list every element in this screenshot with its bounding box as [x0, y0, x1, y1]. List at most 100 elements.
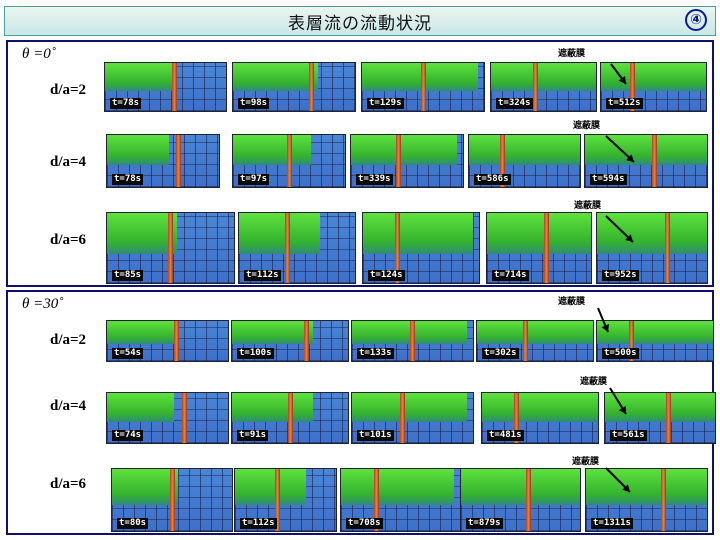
- barrier-membrane: [182, 393, 188, 443]
- dye-layer: [469, 135, 580, 166]
- barrier-membrane: [500, 135, 506, 187]
- time-label: t=78s: [110, 98, 142, 109]
- flow-photo: t=500s: [596, 320, 714, 362]
- slide-number: ④: [685, 9, 707, 31]
- time-label: t=586s: [474, 174, 511, 185]
- barrier-membrane: [287, 393, 293, 443]
- flow-photo: t=101s: [351, 392, 474, 444]
- dye-layer: [597, 213, 707, 254]
- time-label: t=512s: [606, 98, 643, 109]
- panel-theta-label: θ =30˚: [22, 296, 64, 312]
- dye-layer: [107, 393, 174, 422]
- flow-photo: t=879s: [460, 468, 581, 532]
- barrier-membrane: [173, 321, 179, 361]
- flow-photo: t=1311s: [585, 468, 708, 532]
- flow-photo: t=112s: [234, 468, 337, 532]
- flow-photo: t=561s: [604, 392, 716, 444]
- barrier-membrane: [514, 393, 520, 443]
- barrier-membrane: [661, 469, 667, 531]
- flow-photo: t=112s: [238, 212, 356, 284]
- panel-theta-30: θ =30˚ d/a=2 t=54s t=100s t=133s t=302s t=500…: [6, 290, 716, 535]
- time-label: t=112s: [244, 270, 281, 281]
- barrier-membrane: [526, 469, 532, 531]
- barrier-membrane: [176, 135, 182, 187]
- barrier-membrane: [275, 469, 281, 531]
- barrier-membrane: [400, 393, 406, 443]
- barrier-membrane: [171, 63, 177, 111]
- dye-layer: [601, 63, 706, 91]
- callout-arrow: [605, 215, 634, 243]
- dye-layer: [112, 469, 178, 505]
- dye-layer: [232, 321, 314, 345]
- barrier-membrane: [544, 213, 550, 283]
- dye-layer: [341, 469, 455, 505]
- barrier-membrane: [308, 63, 314, 111]
- dye-layer: [352, 321, 467, 345]
- dye-layer: [107, 135, 169, 166]
- barrier-callout: 遮蔽膜: [573, 121, 601, 131]
- row-label: d/a=6: [50, 232, 87, 248]
- dye-layer: [461, 469, 580, 505]
- flow-photo: t=74s: [106, 392, 229, 444]
- barrier-membrane: [395, 213, 401, 283]
- barrier-membrane: [169, 469, 175, 531]
- slide-title: 表層流の流動状況: [288, 13, 432, 34]
- barrier-membrane: [410, 321, 416, 361]
- barrier-membrane: [629, 321, 635, 361]
- row-label: d/a=4: [50, 154, 87, 170]
- time-label: t=714s: [492, 270, 529, 281]
- time-label: t=481s: [487, 430, 524, 441]
- flow-photo: t=78s: [106, 134, 220, 188]
- callout-arrow: [605, 467, 631, 493]
- barrier-callout: 遮蔽膜: [580, 377, 608, 387]
- flow-photo: t=129s: [361, 62, 485, 112]
- time-label: t=80s: [117, 518, 149, 529]
- barrier-membrane: [523, 321, 529, 361]
- dye-layer: [351, 135, 458, 166]
- flow-photo: t=85s: [106, 212, 235, 284]
- dye-layer: [363, 213, 474, 254]
- dye-layer: [235, 469, 306, 505]
- time-label: t=324s: [496, 98, 533, 109]
- flow-photo: t=78s: [104, 62, 227, 112]
- flow-photo: t=512s: [600, 62, 707, 112]
- time-label: t=500s: [602, 348, 639, 359]
- dye-layer: [477, 321, 593, 345]
- time-label: t=129s: [367, 98, 404, 109]
- barrier-membrane: [420, 63, 426, 111]
- flow-photo: t=54s: [106, 320, 229, 362]
- barrier-membrane: [533, 63, 538, 111]
- time-label: t=952s: [602, 270, 639, 281]
- barrier-membrane: [630, 63, 636, 111]
- barrier-membrane: [652, 135, 658, 187]
- flow-photo: t=302s: [476, 320, 594, 362]
- flow-photo: t=594s: [584, 134, 708, 188]
- dye-layer: [105, 63, 172, 91]
- barrier-membrane: [665, 393, 671, 443]
- dye-layer: [362, 63, 478, 91]
- row-label: d/a=2: [50, 82, 87, 98]
- flow-photo: t=91s: [231, 392, 349, 444]
- barrier-membrane: [395, 135, 401, 187]
- dye-layer: [586, 469, 707, 505]
- flow-photo: t=100s: [231, 320, 349, 362]
- time-label: t=302s: [482, 348, 519, 359]
- dye-layer: [352, 393, 467, 422]
- time-label: t=74s: [112, 430, 144, 441]
- callout-arrow: [610, 63, 627, 85]
- title-bar: 表層流の流動状況 ④: [4, 6, 716, 36]
- time-label: t=54s: [112, 348, 144, 359]
- time-label: t=101s: [357, 430, 394, 441]
- dye-layer: [107, 213, 177, 254]
- callout-arrow: [597, 307, 609, 333]
- dye-layer: [233, 63, 319, 91]
- barrier-membrane: [303, 321, 309, 361]
- flow-photo: t=124s: [362, 212, 480, 284]
- row-label: d/a=4: [50, 398, 87, 414]
- flow-photo: t=586s: [468, 134, 581, 188]
- dye-layer: [597, 321, 713, 345]
- barrier-callout: 遮蔽膜: [572, 457, 600, 467]
- time-label: t=594s: [590, 174, 627, 185]
- dye-layer: [482, 393, 598, 422]
- flow-photo: t=714s: [486, 212, 592, 284]
